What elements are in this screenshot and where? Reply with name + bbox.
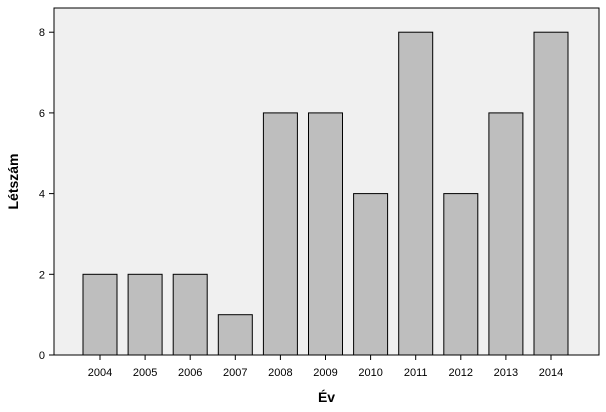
y-axis-title: Létszám (5, 153, 21, 209)
x-tick-label: 2004 (88, 367, 112, 379)
bar-2009 (308, 112, 343, 356)
bar-2008 (262, 112, 298, 356)
bars-group (82, 31, 569, 356)
y-tick-label: 8 (39, 27, 45, 39)
x-tick-label: 2010 (358, 367, 382, 379)
x-tick-label: 2005 (133, 367, 157, 379)
x-tick-label: 2008 (268, 367, 292, 379)
x-axis-title: Év (318, 389, 335, 405)
bar-2012 (443, 193, 479, 356)
bar-2010 (353, 193, 389, 356)
x-tick-label: 2007 (223, 367, 247, 379)
x-tick-label: 2014 (539, 367, 563, 379)
x-axis: 2004 2005 2006 2007 2008 2009 2010 2011 2012 2013… (88, 355, 563, 379)
x-tick-label: 2011 (404, 367, 428, 379)
bar-2005 (127, 273, 163, 356)
bar-2011 (398, 31, 434, 356)
bar-2013 (488, 112, 524, 356)
x-tick-label: 2012 (449, 367, 473, 379)
bar-2014 (533, 31, 569, 356)
x-tick-label: 2013 (494, 367, 518, 379)
y-tick-label: 2 (39, 269, 45, 281)
bar-2006 (172, 273, 208, 356)
y-tick-label: 4 (39, 189, 45, 201)
bar-2004 (82, 273, 118, 356)
y-tick-label: 6 (39, 108, 45, 120)
bar-2007 (217, 314, 253, 356)
y-tick-label: 0 (39, 350, 45, 362)
y-axis: 0 2 4 6 8 (39, 27, 54, 362)
x-tick-label: 2006 (178, 367, 202, 379)
x-tick-label: 2009 (313, 367, 337, 379)
